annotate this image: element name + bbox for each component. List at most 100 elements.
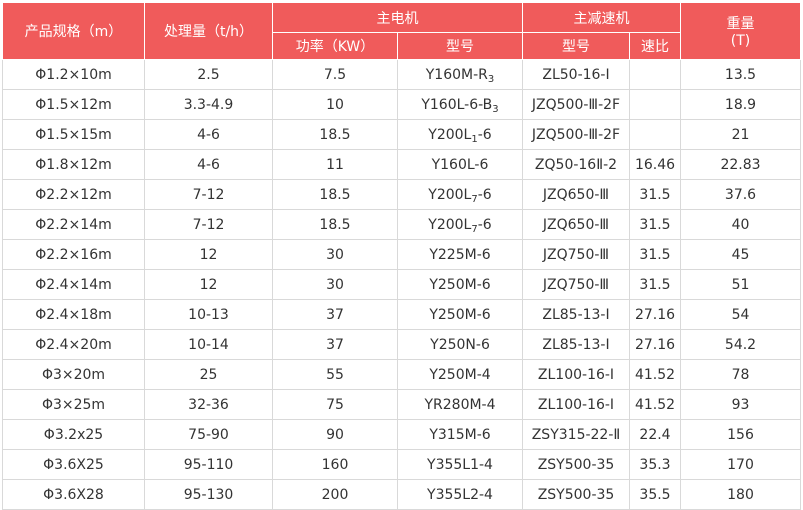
header-row-sub: 功率（KW） 型号 型号 速比 bbox=[3, 32, 801, 60]
table-row: Φ1.2×10m 2.5 7.5 Y160M-R3 ZL50-16-Ⅰ 13.5 bbox=[2, 59, 801, 90]
cell-ratio: 31.5 bbox=[629, 209, 681, 240]
motor-model-sub: 7 bbox=[471, 193, 478, 205]
cell-power: 75 bbox=[272, 389, 398, 420]
motor-model-base: Y200L bbox=[428, 186, 472, 203]
cell-ratio bbox=[629, 119, 681, 150]
header-motor-model: 型号 bbox=[397, 32, 523, 60]
header-spec: 产品规格（m） bbox=[2, 2, 145, 60]
motor-model-sub: 3 bbox=[492, 103, 499, 115]
cell-power: 18.5 bbox=[272, 209, 398, 240]
cell-reducer-model: JZQ500-Ⅲ-2F bbox=[522, 89, 630, 120]
header-ratio: 速比 bbox=[629, 32, 681, 60]
cell-capacity: 10-14 bbox=[144, 329, 273, 360]
cell-reducer-model: ZSY500-35 bbox=[522, 479, 630, 510]
cell-motor-model: Y250M-4 bbox=[397, 359, 523, 390]
motor-model-base: Y355L1-4 bbox=[427, 456, 493, 473]
cell-weight: 170 bbox=[680, 449, 801, 480]
cell-spec: Φ1.5×15m bbox=[2, 119, 145, 150]
cell-power: 90 bbox=[272, 419, 398, 450]
cell-motor-model: Y355L1-4 bbox=[397, 449, 523, 480]
cell-capacity: 7-12 bbox=[144, 209, 273, 240]
cell-motor-model: Y315M-6 bbox=[397, 419, 523, 450]
cell-ratio bbox=[629, 89, 681, 120]
cell-spec: Φ3×25m bbox=[2, 389, 145, 420]
cell-ratio: 41.52 bbox=[629, 389, 681, 420]
table-row: Φ2.2×12m 7-12 18.5 Y200L7-6 JZQ650-Ⅲ 31.… bbox=[2, 179, 801, 210]
motor-model-base: Y200L bbox=[428, 126, 472, 143]
motor-model-base: Y250M-4 bbox=[429, 366, 491, 383]
cell-reducer-model: JZQ750-Ⅲ bbox=[522, 269, 630, 300]
cell-weight: 93 bbox=[680, 389, 801, 420]
cell-reducer-model: ZL50-16-Ⅰ bbox=[522, 59, 630, 90]
table-body: Φ1.2×10m 2.5 7.5 Y160M-R3 ZL50-16-Ⅰ 13.5… bbox=[2, 59, 801, 510]
cell-spec: Φ2.4×20m bbox=[2, 329, 145, 360]
header-power: 功率（KW） bbox=[272, 32, 398, 60]
cell-ratio: 31.5 bbox=[629, 179, 681, 210]
cell-spec: Φ3.6X25 bbox=[2, 449, 145, 480]
cell-capacity: 4-6 bbox=[144, 149, 273, 180]
cell-power: 160 bbox=[272, 449, 398, 480]
cell-weight: 22.83 bbox=[680, 149, 801, 180]
cell-capacity: 25 bbox=[144, 359, 273, 390]
table-row: Φ3.6X25 95-110 160 Y355L1-4 ZSY500-35 35… bbox=[2, 449, 801, 480]
cell-motor-model: Y200L7-6 bbox=[397, 209, 523, 240]
header-reducer-model: 型号 bbox=[522, 32, 630, 60]
header-weight-unit: (T) bbox=[730, 33, 751, 49]
cell-power: 7.5 bbox=[272, 59, 398, 90]
cell-power: 37 bbox=[272, 299, 398, 330]
table-row: Φ2.4×18m 10-13 37 Y250M-6 ZL85-13-Ⅰ 27.1… bbox=[2, 299, 801, 330]
header-capacity: 处理量（t/h） bbox=[144, 2, 273, 60]
cell-motor-model: Y160L-6-B3 bbox=[397, 89, 523, 120]
table-row: Φ1.5×12m 3.3-4.9 10 Y160L-6-B3 JZQ500-Ⅲ-… bbox=[2, 89, 801, 120]
cell-weight: 40 bbox=[680, 209, 801, 240]
cell-weight: 180 bbox=[680, 479, 801, 510]
cell-ratio: 35.3 bbox=[629, 449, 681, 480]
cell-motor-model: Y160M-R3 bbox=[397, 59, 523, 90]
cell-reducer-model: ZSY500-35 bbox=[522, 449, 630, 480]
cell-reducer-model: JZQ650-Ⅲ bbox=[522, 209, 630, 240]
motor-model-base: Y250N-6 bbox=[430, 336, 490, 353]
table-row: Φ3.6X28 95-130 200 Y355L2-4 ZSY500-35 35… bbox=[2, 479, 801, 510]
cell-power: 37 bbox=[272, 329, 398, 360]
cell-weight: 21 bbox=[680, 119, 801, 150]
table-row: Φ3×20m 25 55 Y250M-4 ZL100-16-Ⅰ 41.52 78 bbox=[2, 359, 801, 390]
cell-reducer-model: ZL85-13-Ⅰ bbox=[522, 299, 630, 330]
motor-model-base: Y250M-6 bbox=[429, 306, 491, 323]
cell-ratio: 27.16 bbox=[629, 329, 681, 360]
cell-capacity: 12 bbox=[144, 239, 273, 270]
cell-power: 18.5 bbox=[272, 179, 398, 210]
motor-model-base: Y160L-6 bbox=[431, 156, 489, 173]
table-row: Φ2.4×20m 10-14 37 Y250N-6 ZL85-13-Ⅰ 27.1… bbox=[2, 329, 801, 360]
cell-capacity: 95-110 bbox=[144, 449, 273, 480]
header-main-motor: 主电机 bbox=[272, 2, 523, 33]
table-row: Φ2.4×14m 12 30 Y250M-6 JZQ750-Ⅲ 31.5 51 bbox=[2, 269, 801, 300]
cell-capacity: 2.5 bbox=[144, 59, 273, 90]
table-row: Φ3.2x25 75-90 90 Y315M-6 ZSY315-22-Ⅱ 22.… bbox=[2, 419, 801, 450]
cell-capacity: 4-6 bbox=[144, 119, 273, 150]
cell-spec: Φ3.6X28 bbox=[2, 479, 145, 510]
cell-spec: Φ2.4×18m bbox=[2, 299, 145, 330]
motor-model-base: Y160M-R bbox=[425, 66, 488, 83]
cell-spec: Φ1.5×12m bbox=[2, 89, 145, 120]
cell-spec: Φ3.2x25 bbox=[2, 419, 145, 450]
motor-model-sub: 1 bbox=[471, 133, 478, 145]
motor-model-base: Y200L bbox=[428, 216, 472, 233]
cell-ratio: 16.46 bbox=[629, 149, 681, 180]
cell-capacity: 75-90 bbox=[144, 419, 273, 450]
cell-weight: 45 bbox=[680, 239, 801, 270]
cell-reducer-model: JZQ650-Ⅲ bbox=[522, 179, 630, 210]
cell-power: 10 bbox=[272, 89, 398, 120]
motor-model-base: Y315M-6 bbox=[429, 426, 491, 443]
cell-reducer-model: JZQ750-Ⅲ bbox=[522, 239, 630, 270]
cell-ratio: 22.4 bbox=[629, 419, 681, 450]
motor-model-rest: -6 bbox=[477, 126, 492, 143]
cell-weight: 54 bbox=[680, 299, 801, 330]
cell-spec: Φ1.2×10m bbox=[2, 59, 145, 90]
cell-spec: Φ3×20m bbox=[2, 359, 145, 390]
cell-weight: 78 bbox=[680, 359, 801, 390]
cell-spec: Φ1.8×12m bbox=[2, 149, 145, 180]
table-row: Φ2.2×16m 12 30 Y225M-6 JZQ750-Ⅲ 31.5 45 bbox=[2, 239, 801, 270]
cell-weight: 37.6 bbox=[680, 179, 801, 210]
header-weight: 重量 (T) bbox=[680, 2, 801, 60]
